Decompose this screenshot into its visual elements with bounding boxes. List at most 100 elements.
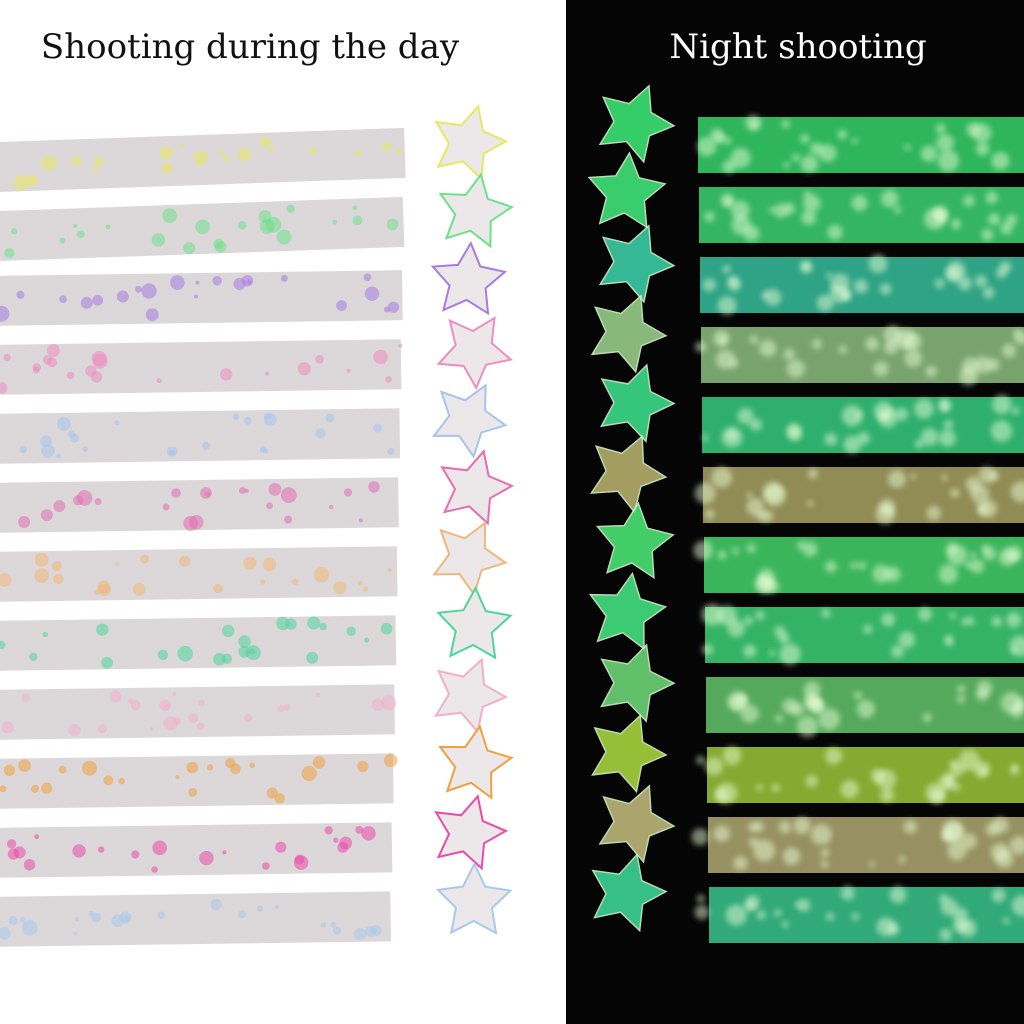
- strip-dot: [283, 515, 293, 524]
- glow-dot: [937, 150, 960, 172]
- strip-dot: [91, 912, 102, 923]
- glow-dot: [938, 564, 958, 584]
- glow-dot: [1002, 343, 1017, 358]
- paper-strip: [0, 753, 398, 809]
- strip-dot: [73, 931, 78, 936]
- strip-dot: [358, 518, 363, 523]
- strip-dot: [387, 301, 400, 313]
- glow-dot: [885, 507, 892, 514]
- glow-dot: [740, 704, 759, 723]
- strip-dot: [259, 446, 267, 453]
- glow-dot: [904, 349, 923, 368]
- strip-dot: [333, 581, 347, 595]
- glow-dot: [1011, 406, 1020, 415]
- glow-dot: [952, 782, 961, 792]
- strip-dot: [286, 204, 295, 214]
- glow-dot: [982, 286, 995, 299]
- glow-dot: [691, 828, 709, 846]
- glow-dot: [970, 552, 977, 559]
- glow-dot: [803, 692, 819, 708]
- glow-dot: [746, 543, 756, 553]
- glow-dot: [891, 644, 905, 658]
- strip-dot: [42, 631, 49, 638]
- day-strips: [0, 104, 515, 947]
- glow-dot: [920, 428, 939, 446]
- glow-dot: [737, 407, 754, 425]
- paper-strip: [0, 339, 403, 395]
- strip-dot: [46, 344, 60, 358]
- strip-dot: [151, 233, 166, 247]
- glow-dot: [811, 339, 822, 349]
- glow-dot: [931, 788, 945, 803]
- strip-dot: [325, 413, 335, 423]
- glow-dot: [704, 509, 715, 520]
- glow-dot: [981, 544, 990, 553]
- glow-dot: [853, 691, 863, 700]
- glow-dot: [883, 340, 899, 355]
- strip-dot: [17, 515, 31, 529]
- glow-dot: [781, 119, 790, 129]
- glow-dot: [950, 218, 962, 230]
- strip-dot: [285, 618, 297, 630]
- strip-dot: [243, 713, 253, 723]
- strip-dot: [101, 656, 113, 669]
- glow-dot: [797, 898, 811, 912]
- glow-dot: [910, 473, 917, 480]
- strip-dot: [168, 449, 175, 456]
- strip-dot: [152, 840, 168, 856]
- glow-dot: [825, 912, 835, 921]
- glow-dot: [801, 262, 813, 274]
- glow-dot: [746, 492, 753, 499]
- strip-dot: [258, 210, 272, 224]
- glow-dot: [869, 861, 876, 868]
- glow-dot: [800, 155, 819, 173]
- glow-dot: [749, 418, 763, 431]
- strip-dot: [220, 368, 233, 381]
- strip-dot: [111, 914, 125, 928]
- strip-dot: [41, 444, 55, 459]
- strip-dot: [151, 866, 158, 873]
- paper-strip: [0, 270, 403, 326]
- glow-dot: [974, 356, 992, 374]
- glow-dot: [851, 195, 868, 212]
- strip-dot: [274, 793, 286, 804]
- strip-dot: [19, 445, 27, 454]
- strip-dot: [93, 156, 104, 167]
- strip-dot: [4, 248, 15, 259]
- glow-dot: [753, 839, 776, 862]
- glow-dot: [938, 893, 949, 904]
- strip-dot: [232, 413, 240, 420]
- glow-dot: [943, 419, 954, 430]
- glow-star: [589, 434, 668, 514]
- strip-dot: [92, 294, 104, 306]
- strip-base: [0, 339, 402, 395]
- glow-dot: [721, 426, 743, 448]
- strip-base: [0, 684, 395, 740]
- glow-dot: [783, 162, 790, 169]
- paper-strip: [0, 615, 397, 671]
- strip-dot: [71, 155, 82, 167]
- glow-dot: [947, 841, 967, 861]
- strip-dot: [362, 586, 369, 592]
- glow-dot: [732, 547, 739, 555]
- strip-base: [0, 615, 397, 671]
- strip-base: [0, 270, 403, 326]
- strip-dot: [189, 515, 204, 530]
- glow-dot: [949, 612, 956, 619]
- glow-dot: [1009, 836, 1024, 855]
- night-title: Night shooting: [669, 27, 926, 67]
- strip-dot: [53, 573, 64, 585]
- strip-dot: [275, 841, 287, 853]
- strip-dot: [276, 229, 292, 245]
- strip-dot: [170, 275, 185, 290]
- glow-dot: [1000, 691, 1023, 714]
- strip-dot: [277, 704, 285, 713]
- paper-star: [434, 104, 509, 181]
- glow-dot: [956, 684, 966, 694]
- strip-dot: [131, 850, 140, 859]
- glow-dot: [904, 144, 911, 151]
- strip-dot: [81, 760, 98, 776]
- strip-dot: [280, 274, 288, 282]
- strip-dot: [21, 919, 38, 936]
- glow-dot: [838, 345, 848, 354]
